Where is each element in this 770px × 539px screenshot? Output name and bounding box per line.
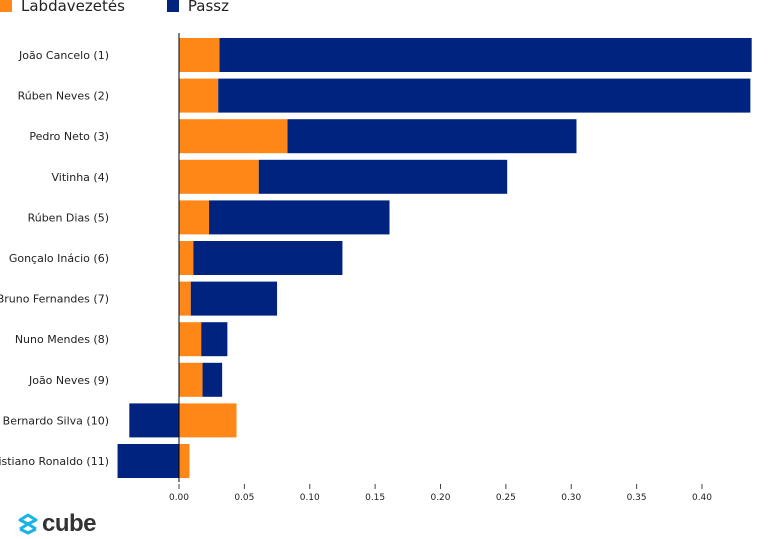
bar-labdavezetes — [179, 119, 288, 154]
chart-legend: Labdavezetés Passz — [0, 0, 229, 15]
x-tick-label: 0.00 — [169, 493, 189, 503]
category-label: João Cancelo (1) — [18, 49, 109, 62]
category-label: Bernardo Silva (10) — [3, 414, 109, 427]
legend-label: Labdavezetés — [21, 0, 125, 15]
x-tick-label: 0.20 — [430, 493, 450, 503]
category-label: Cristiano Ronaldo (11) — [0, 455, 109, 468]
legend-label: Passz — [187, 0, 229, 15]
bar-passz — [129, 403, 179, 438]
x-tick-label: 0.25 — [496, 493, 516, 503]
bar-passz — [193, 241, 343, 275]
legend-swatch-orange — [0, 0, 12, 12]
bar-passz — [258, 159, 508, 194]
bar-labdavezetes — [179, 241, 194, 275]
bar-passz — [202, 362, 223, 397]
logo-text: cube — [42, 510, 97, 537]
bar-passz — [287, 119, 577, 154]
bar-labdavezetes — [179, 362, 203, 397]
category-label: Rúben Dias (5) — [28, 211, 109, 224]
x-tick-label: 0.15 — [365, 493, 385, 503]
legend-item-passz: Passz — [166, 0, 229, 15]
bar-labdavezetes — [179, 322, 202, 357]
category-label: Nuno Mendes (8) — [15, 333, 109, 346]
x-tick-label: 0.30 — [561, 493, 581, 503]
bar-passz — [209, 200, 390, 235]
x-tick-label: 0.40 — [692, 493, 712, 503]
bar-passz — [218, 78, 751, 113]
legend-item-labdavezetes: Labdavezetés — [0, 0, 125, 15]
bar-labdavezetes — [179, 200, 210, 235]
x-tick-label: 0.10 — [300, 493, 320, 503]
bar-labdavezetes — [179, 281, 191, 316]
category-label: Rúben Neves (2) — [18, 90, 109, 103]
category-label: Pedro Neto (3) — [29, 130, 109, 143]
x-tick-label: 0.05 — [234, 493, 254, 503]
cube-logo-icon — [18, 513, 38, 535]
bar-labdavezetes — [179, 159, 259, 194]
category-label: Gonçalo Inácio (6) — [9, 252, 109, 265]
cube-logo: cube — [17, 510, 97, 537]
category-label: Bruno Fernandes (7) — [0, 293, 109, 306]
bar-passz — [117, 444, 179, 478]
category-label: João Neves (9) — [28, 374, 109, 387]
legend-swatch-navy — [166, 0, 179, 12]
bar-passz — [190, 281, 278, 316]
bar-passz — [201, 322, 228, 357]
x-tick-label: 0.35 — [627, 493, 647, 503]
category-label: Vitinha (4) — [52, 171, 109, 184]
bar-labdavezetes — [179, 78, 219, 113]
bar-passz — [219, 38, 752, 72]
bar-labdavezetes — [179, 38, 220, 72]
bar-labdavezetes — [179, 444, 190, 478]
bar-labdavezetes — [179, 403, 237, 438]
